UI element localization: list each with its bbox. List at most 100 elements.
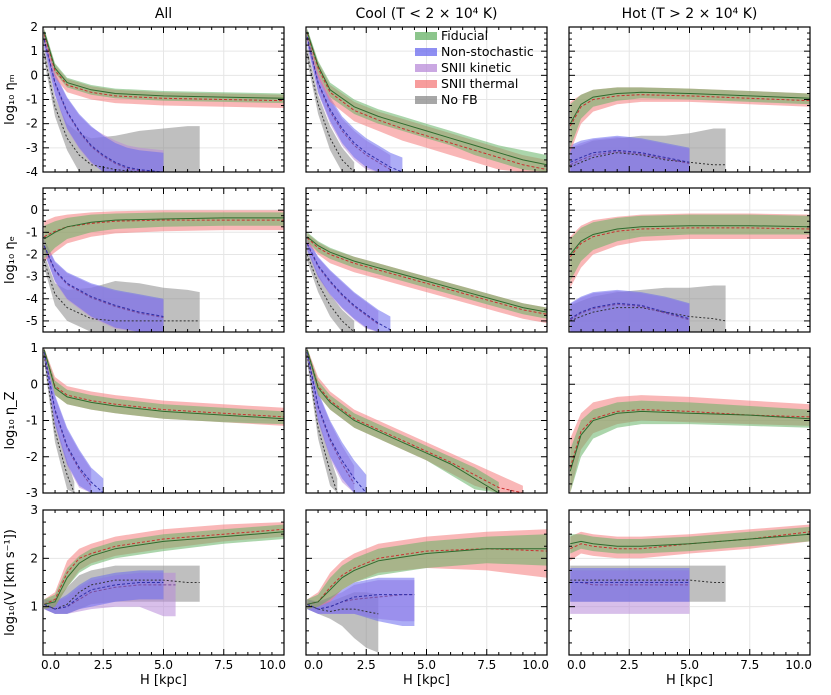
band-no-fb bbox=[307, 46, 355, 172]
median-no-fb bbox=[569, 152, 726, 168]
median-fiducial bbox=[43, 349, 284, 420]
median-snii-thermal bbox=[43, 528, 284, 605]
ticks bbox=[568, 347, 811, 494]
panel-3-1: 0.0 2.5 5.0 7.5 10.0 H [kpc] bbox=[304, 509, 549, 688]
median-non-stochastic bbox=[43, 582, 164, 610]
y-tick-label: -3 bbox=[26, 141, 38, 155]
band-non-stochastic bbox=[570, 289, 690, 332]
y-tick-label: -2 bbox=[26, 450, 38, 464]
y-tick-label: -4 bbox=[26, 165, 38, 179]
legend-label-3: SNII thermal bbox=[441, 76, 518, 91]
x-tick-label: 7.5 bbox=[214, 658, 233, 672]
x-tick-label: 0.0 bbox=[567, 658, 586, 672]
x-tick-label: 5.0 bbox=[417, 658, 436, 672]
y-tick-label: -2 bbox=[26, 247, 38, 261]
y-tick-label: 2 bbox=[30, 551, 38, 565]
median-snii-thermal bbox=[43, 34, 284, 102]
panel-3-0: 1 2 3 0.0 2.5 5.0 7.5 10.0 H [kpc] bbox=[30, 503, 286, 688]
x-tick-label: 10.0 bbox=[259, 658, 286, 672]
column-title-2: Hot (T > 2 × 10⁴ K) bbox=[622, 6, 758, 22]
median-no-fb bbox=[306, 254, 355, 332]
y-tick-label: 0 bbox=[30, 68, 38, 82]
y-axis-label-3: log₁₀(V [km s⁻¹]) bbox=[3, 529, 18, 636]
band-fiducial bbox=[570, 87, 810, 148]
panel-2-0: -3 -2 -1 0 1 bbox=[26, 341, 285, 500]
median-no-fb bbox=[306, 355, 338, 493]
x-tick-label: 7.5 bbox=[477, 658, 496, 672]
y-tick-label: 1 bbox=[30, 44, 38, 58]
median-snii-kinetic bbox=[569, 303, 690, 321]
median-fiducial bbox=[306, 236, 547, 313]
x-axis-label: H [kpc] bbox=[666, 673, 713, 688]
band-non-stochastic bbox=[44, 34, 164, 172]
panel-2-1 bbox=[305, 347, 548, 494]
band-fiducial bbox=[570, 400, 810, 493]
ticks bbox=[305, 188, 548, 333]
y-tick-label: -1 bbox=[26, 414, 38, 428]
band-snii-thermal bbox=[570, 87, 810, 153]
median-non-stochastic bbox=[306, 351, 367, 493]
y-tick-label: -5 bbox=[26, 314, 38, 328]
panel-0-2 bbox=[568, 26, 811, 173]
x-tick-label: 5.0 bbox=[680, 658, 699, 672]
y-tick-label: -3 bbox=[26, 486, 38, 500]
legend-swatch-2 bbox=[415, 64, 437, 72]
x-tick-label: 2.5 bbox=[620, 658, 639, 672]
series-group bbox=[306, 28, 547, 172]
ticks bbox=[305, 26, 548, 173]
panel-1-1 bbox=[305, 187, 548, 333]
y-tick-label: 0 bbox=[30, 203, 38, 217]
y-tick-label: 1 bbox=[30, 600, 38, 614]
legend-label-0: Fiducial bbox=[441, 28, 488, 43]
x-axis-label: H [kpc] bbox=[403, 673, 450, 688]
panel-1-0: -5 -4 -3 -2 -1 0 bbox=[26, 187, 285, 333]
band-fiducial bbox=[570, 214, 810, 281]
legend-swatch-3 bbox=[415, 80, 437, 88]
series-group bbox=[569, 395, 810, 493]
y-tick-label: -2 bbox=[26, 117, 38, 131]
ticks bbox=[305, 347, 548, 494]
median-snii-thermal bbox=[306, 32, 547, 171]
ticks bbox=[305, 509, 548, 655]
band-non-stochastic bbox=[307, 348, 367, 493]
series-group bbox=[43, 210, 284, 332]
x-tick-label: 2.5 bbox=[94, 658, 113, 672]
y-axis-label-1: log₁₀ ηₑ bbox=[3, 236, 18, 284]
band-fiducial bbox=[307, 348, 499, 493]
y-tick-label: 2 bbox=[30, 20, 38, 34]
median-snii-thermal bbox=[306, 349, 524, 493]
median-fiducial bbox=[569, 225, 810, 255]
median-fiducial bbox=[306, 31, 547, 166]
ticks bbox=[568, 188, 811, 333]
median-fiducial bbox=[306, 349, 500, 493]
column-title-1: Cool (T < 2 × 10⁴ K) bbox=[356, 6, 498, 22]
series-group bbox=[306, 529, 547, 653]
median-no-fb bbox=[43, 579, 200, 610]
ticks bbox=[568, 26, 811, 173]
median-fiducial bbox=[43, 31, 284, 99]
median-snii-kinetic bbox=[306, 244, 379, 325]
band-no-fb bbox=[44, 348, 75, 493]
band-non-stochastic bbox=[570, 135, 690, 172]
legend-swatch-0 bbox=[415, 32, 437, 40]
legend-label-2: SNII kinetic bbox=[441, 60, 511, 75]
band-fiducial bbox=[307, 534, 547, 610]
y-axis-label-2: log₁₀ η_Z bbox=[3, 391, 18, 449]
y-tick-label: -3 bbox=[26, 270, 38, 284]
median-non-stochastic bbox=[569, 149, 690, 163]
median-fiducial bbox=[570, 533, 810, 547]
y-tick-label: 1 bbox=[30, 341, 38, 355]
series-group bbox=[569, 87, 810, 172]
ticks bbox=[42, 347, 285, 494]
median-fiducial bbox=[569, 91, 810, 124]
band-snii-thermal bbox=[44, 522, 284, 610]
median-snii-thermal bbox=[569, 94, 810, 127]
median-snii-kinetic bbox=[306, 352, 355, 485]
median-non-stochastic bbox=[569, 302, 690, 320]
median-snii-thermal bbox=[307, 548, 547, 605]
median-non-stochastic bbox=[43, 38, 164, 172]
band-no-fb bbox=[307, 247, 355, 332]
legend-swatch-1 bbox=[415, 48, 437, 56]
y-tick-label: 0 bbox=[30, 377, 38, 391]
